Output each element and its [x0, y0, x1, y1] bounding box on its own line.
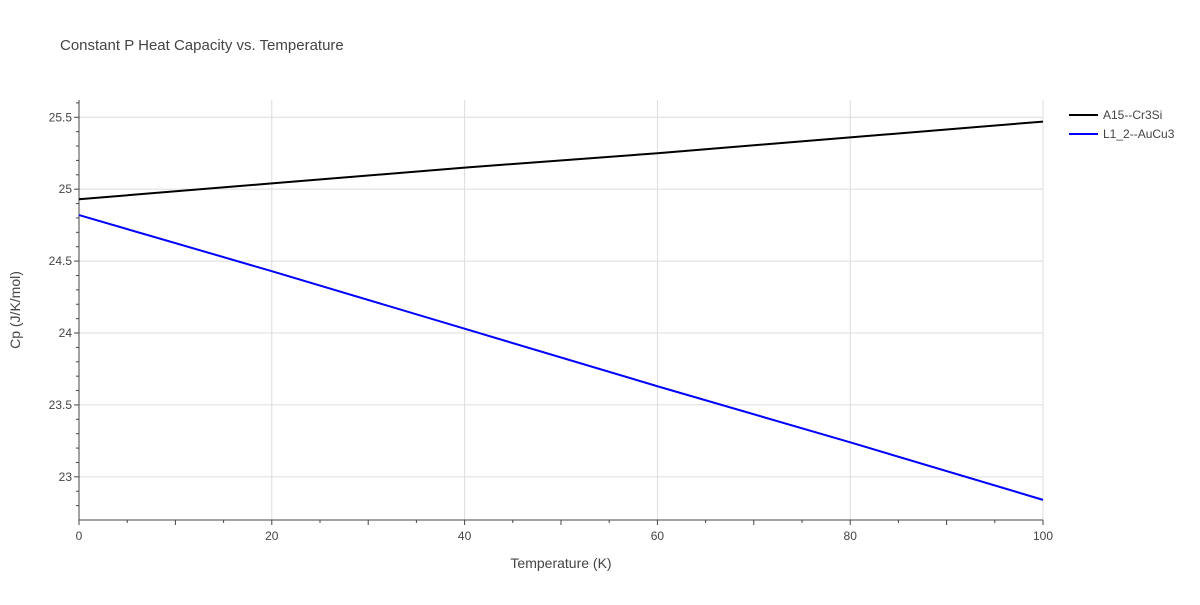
x-tick-label: 20: [265, 529, 279, 543]
legend[interactable]: A15--Cr3Si L1_2--AuCu3: [1069, 108, 1175, 141]
series-line-2[interactable]: [78, 214, 1044, 501]
y-tick-label: 23.5: [49, 398, 73, 412]
axis-layer: 0 20 40 60 80 100 23 23.5 24 24.5 25 25.5: [49, 100, 1053, 543]
x-tick-label: 0: [76, 529, 83, 543]
y-tick-label: 25: [59, 182, 73, 196]
chart-title: Constant P Heat Capacity vs. Temperature: [60, 37, 344, 54]
legend-label: A15--Cr3Si: [1103, 108, 1162, 122]
x-axis-title: Temperature (K): [510, 555, 611, 571]
y-axis-title: Cp (J/K/mol): [7, 271, 23, 349]
y-tick-label: 23: [59, 470, 73, 484]
y-tick-label: 24.5: [49, 254, 73, 268]
legend-label: L1_2--AuCu3: [1103, 127, 1175, 141]
y-tick-label: 24: [59, 326, 73, 340]
x-tick-label: 80: [844, 529, 858, 543]
grid-layer: [79, 100, 1044, 520]
series-line-1[interactable]: [78, 120, 1044, 201]
series-layer: [78, 120, 1044, 501]
x-tick-label: 60: [651, 529, 665, 543]
y-tick-label: 25.5: [49, 110, 73, 124]
x-tick-label: 100: [1033, 529, 1053, 543]
x-tick-label: 40: [458, 529, 472, 543]
